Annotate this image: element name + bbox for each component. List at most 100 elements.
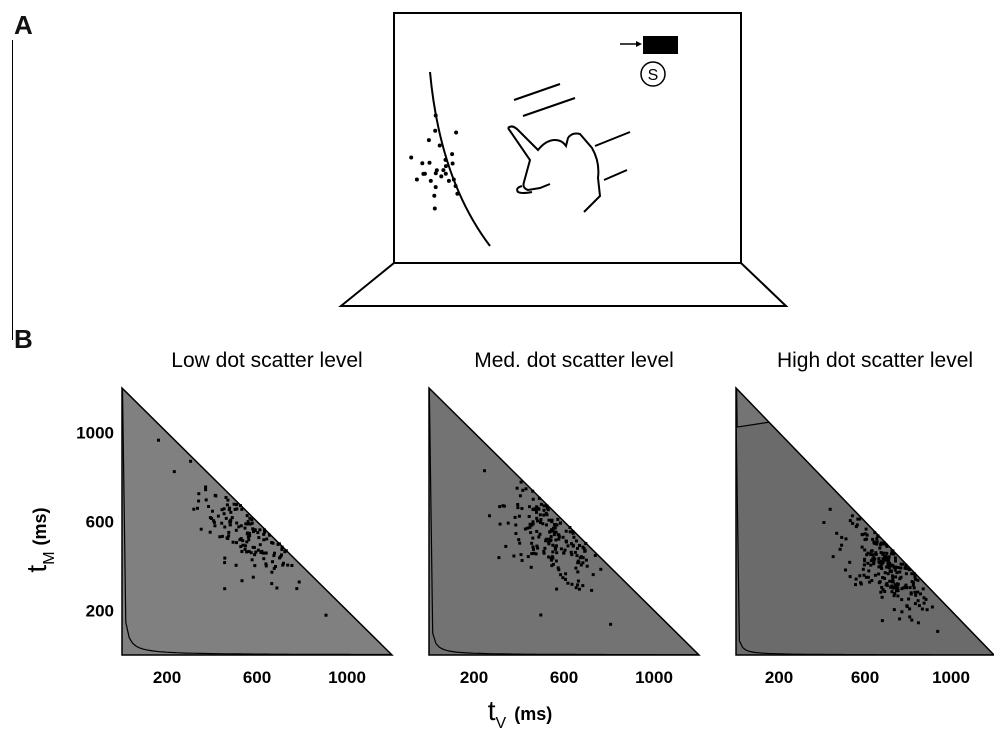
data-point: [916, 599, 920, 603]
data-point: [892, 585, 896, 589]
data-point: [531, 520, 535, 524]
data-point: [295, 587, 299, 591]
data-point: [892, 594, 896, 598]
data-point: [557, 533, 561, 537]
data-point: [483, 469, 486, 473]
data-point: [877, 565, 881, 569]
data-point: [515, 486, 519, 490]
data-point: [922, 601, 926, 605]
data-point: [498, 522, 502, 526]
data-point: [265, 537, 269, 541]
data-point: [904, 566, 908, 570]
data-point: [270, 582, 274, 586]
stimulus-dot: [437, 143, 442, 148]
data-point: [887, 555, 891, 559]
data-point: [228, 523, 232, 527]
data-point: [497, 556, 501, 560]
data-point: [551, 550, 555, 554]
data-point: [609, 622, 613, 626]
panel-label-b: B: [14, 324, 33, 354]
data-point: [910, 580, 914, 584]
data-point: [240, 507, 244, 511]
data-point: [895, 571, 899, 575]
data-point: [538, 513, 542, 517]
data-point: [877, 557, 881, 561]
data-point: [894, 586, 898, 590]
data-point: [552, 530, 556, 534]
data-point: [869, 559, 873, 563]
stimulus-dot: [450, 161, 455, 166]
data-point: [886, 557, 889, 561]
x-tick-label: 200: [765, 668, 793, 687]
data-point: [539, 613, 543, 617]
data-point: [916, 621, 920, 625]
data-point: [888, 561, 892, 565]
data-point: [913, 602, 917, 606]
data-point: [887, 566, 891, 570]
data-point: [905, 605, 909, 608]
x-tick-label: 1000: [635, 668, 673, 687]
data-point: [583, 549, 587, 553]
data-point: [227, 534, 231, 538]
data-point: [253, 553, 257, 557]
data-point: [528, 525, 532, 529]
data-point: [517, 514, 521, 518]
data-point: [850, 514, 854, 518]
stimulus-dot: [439, 174, 444, 179]
data-point: [835, 531, 839, 535]
data-point: [553, 545, 557, 549]
data-point: [530, 552, 534, 556]
data-point: [879, 551, 883, 555]
data-point: [227, 508, 231, 512]
data-point: [894, 575, 898, 579]
data-point: [554, 530, 558, 534]
data-point: [208, 530, 212, 534]
data-point: [576, 583, 580, 587]
data-point: [880, 585, 884, 589]
data-point: [539, 518, 543, 521]
data-point: [856, 517, 860, 521]
data-point: [574, 586, 578, 590]
data-point: [559, 547, 563, 551]
plot-title: Med. dot scatter level: [474, 349, 674, 372]
data-point: [253, 564, 257, 568]
data-point: [224, 496, 228, 499]
data-point: [535, 516, 539, 520]
data-point: [218, 535, 222, 539]
data-point: [886, 564, 890, 567]
data-point: [863, 532, 867, 536]
data-point: [547, 555, 551, 559]
data-point: [571, 530, 575, 534]
data-point: [893, 556, 897, 560]
data-point: [532, 551, 536, 555]
data-point: [904, 583, 908, 587]
data-point: [871, 537, 875, 541]
data-point: [570, 582, 574, 586]
data-point: [578, 544, 581, 547]
data-point: [210, 517, 214, 520]
data-point: [526, 555, 530, 559]
data-point: [544, 537, 548, 541]
data-point: [196, 506, 199, 510]
data-point: [192, 507, 196, 511]
data-point: [844, 537, 848, 541]
data-point: [544, 539, 548, 543]
data-point: [854, 577, 858, 581]
stimulus-dot: [453, 184, 458, 188]
data-point: [514, 523, 518, 527]
start-circle: [640, 61, 666, 87]
stimulus-dot: [454, 130, 459, 135]
data-point: [894, 559, 897, 563]
data-point: [172, 470, 176, 474]
data-point: [912, 572, 916, 576]
data-point: [212, 519, 216, 523]
data-point: [879, 559, 883, 563]
svg-text:tV(ms): tV (ms): [488, 695, 552, 731]
data-point: [519, 553, 523, 557]
data-point: [235, 541, 238, 545]
data-point: [575, 554, 579, 558]
data-point: [555, 587, 559, 591]
data-point: [889, 585, 893, 589]
data-point: [880, 595, 884, 599]
